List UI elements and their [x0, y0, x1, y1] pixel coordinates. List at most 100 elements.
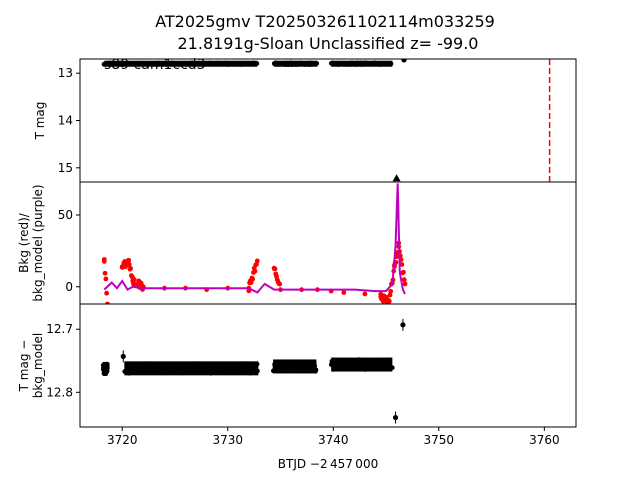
data-point — [157, 363, 162, 369]
data-point — [251, 61, 257, 67]
data-point — [255, 368, 260, 374]
data-point — [377, 361, 382, 367]
data-point — [101, 363, 107, 369]
data-point — [165, 369, 171, 375]
data-point — [254, 361, 260, 367]
panel-frame — [79, 58, 577, 183]
data-point — [273, 60, 279, 66]
y-tick-label: 50 — [58, 208, 73, 222]
panel-bottom: 12.7 12.8 T mag − bkg_model 3720 3730 3740 3750… — [17, 303, 577, 447]
data-point — [195, 62, 200, 67]
data-point — [300, 361, 306, 367]
panel-label: s89 cam1ccd3 — [104, 57, 206, 73]
data-point — [302, 62, 307, 67]
bkg-point — [402, 281, 408, 287]
data-point — [367, 359, 372, 364]
limit-marker — [392, 174, 401, 182]
data-point — [234, 364, 240, 370]
data-point — [135, 369, 141, 375]
data-point — [161, 61, 167, 66]
data-point — [392, 414, 399, 421]
panel-middle: 0 50 Bkg (red)/bkg_model (purple) — [17, 181, 577, 305]
data-point — [356, 357, 362, 362]
bkg-point — [101, 257, 107, 262]
figure-title-line1: AT2025gmv T202503261102114m033259 — [155, 12, 495, 31]
data-point — [122, 60, 128, 66]
data-point — [126, 371, 132, 376]
data-point — [401, 59, 407, 63]
data-point — [288, 60, 294, 66]
data-point — [151, 361, 157, 367]
bkg-point — [387, 292, 393, 298]
data-point — [102, 369, 108, 375]
data-point — [153, 365, 158, 371]
data-point — [236, 62, 241, 67]
data-point — [125, 362, 130, 367]
bkg-point — [271, 265, 277, 271]
data-point — [196, 361, 201, 367]
data-point — [101, 61, 107, 67]
data-point — [146, 62, 151, 67]
data-point — [144, 361, 150, 366]
data-point — [383, 365, 389, 371]
data-point — [338, 366, 343, 372]
data-point — [280, 362, 285, 367]
data-point — [400, 322, 406, 328]
data-point — [308, 61, 313, 66]
bkg-point — [254, 258, 260, 264]
data-point — [190, 367, 196, 372]
plot-area — [100, 318, 406, 424]
data-point — [245, 367, 251, 373]
data-point — [350, 363, 355, 368]
y-tick-label: 15 — [58, 161, 73, 175]
bkg-point — [250, 276, 256, 282]
y-tick-label: 0 — [65, 280, 73, 294]
data-point — [122, 369, 127, 374]
data-point — [223, 60, 228, 66]
data-point — [360, 61, 366, 67]
data-point — [292, 363, 297, 368]
bkg-point — [386, 298, 392, 304]
data-point — [277, 367, 282, 373]
x-tick-label: 3740 — [318, 433, 349, 447]
data-point — [129, 367, 134, 373]
figure-title-line2: 21.8191g-Sloan Unclassified z= -99.0 — [178, 34, 479, 53]
bkg-point — [378, 294, 384, 300]
data-point — [382, 361, 387, 367]
data-point — [210, 370, 216, 375]
bkg-point — [252, 268, 258, 274]
y-axis-label: T mag — [33, 102, 47, 141]
data-point — [240, 365, 246, 371]
data-point — [105, 365, 110, 371]
y-tick-label: 12.7 — [46, 322, 73, 336]
data-point — [178, 367, 184, 372]
bkg-point — [401, 277, 407, 283]
data-point — [129, 60, 135, 66]
data-point — [134, 365, 139, 371]
data-point — [387, 363, 393, 369]
data-point — [189, 60, 195, 66]
bkg-point — [105, 301, 110, 304]
data-point — [240, 61, 246, 66]
data-point — [274, 360, 280, 365]
data-point — [169, 365, 174, 370]
y-tick-label: 12.8 — [46, 385, 73, 399]
bkg-point — [104, 290, 110, 296]
data-point — [199, 61, 204, 67]
plot-area — [101, 183, 408, 304]
x-tick-label: 3720 — [107, 433, 138, 447]
data-point — [143, 367, 149, 372]
bkg-point — [119, 264, 125, 270]
y-tick-label: 14 — [58, 114, 73, 128]
y-tick-label: 13 — [58, 66, 73, 80]
data-point — [162, 368, 167, 374]
data-point — [372, 60, 378, 66]
x-axis-label: BTJD −2 457 000 — [278, 457, 378, 471]
data-point — [284, 364, 290, 370]
panel-top: 13 14 15 T mag — [33, 58, 577, 183]
data-point — [349, 60, 354, 66]
data-point — [293, 367, 298, 372]
bkg-model-line — [103, 183, 406, 295]
data-point — [361, 365, 367, 371]
